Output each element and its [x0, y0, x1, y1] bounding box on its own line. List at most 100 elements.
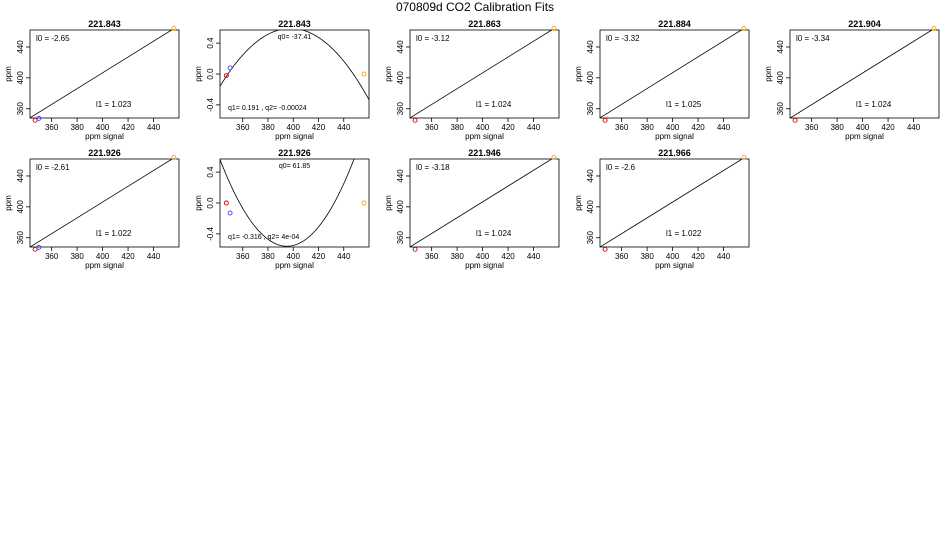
plot-frame [599, 29, 750, 119]
panel-title: 221.926 [88, 148, 121, 158]
plot-area [410, 159, 553, 247]
x-tick-label: 400 [96, 252, 110, 261]
x-tick-label: 360 [615, 252, 629, 261]
x-tick-label: 440 [717, 252, 731, 261]
data-point [741, 155, 747, 160]
y-axis-label: ppm [384, 195, 393, 211]
y-axis-label: ppm [764, 66, 773, 82]
y-tick-label: 400 [586, 200, 595, 214]
data-point [223, 73, 229, 78]
x-tick-label: 380 [70, 252, 84, 261]
x-tick-label: 440 [147, 123, 161, 132]
x-tick-label: 360 [236, 252, 250, 261]
plot-area [30, 159, 173, 247]
y-axis-label: ppm [194, 66, 203, 82]
data-point [223, 200, 229, 206]
x-tick-label: 420 [501, 252, 515, 261]
panel-title: 221.926 [278, 148, 311, 158]
y-tick-label: 0.4 [206, 37, 215, 49]
x-tick-label: 400 [287, 123, 301, 132]
fit-line [30, 159, 173, 247]
x-tick-label: 420 [312, 123, 326, 132]
y-tick-label: 360 [16, 102, 25, 116]
y-axis-label: ppm [4, 66, 13, 82]
x-tick-label: 420 [691, 123, 705, 132]
x-tick-label: 380 [261, 252, 275, 261]
fit-line [790, 30, 933, 118]
fit-annotation: q1= 0.191 , q2= -0.00024 [228, 105, 307, 112]
x-tick-label: 440 [527, 252, 541, 261]
panel-title: 221.884 [658, 19, 691, 29]
fit-line [600, 30, 743, 118]
panel-title: 221.966 [658, 148, 691, 158]
fit-line [30, 30, 173, 118]
data-point [361, 71, 367, 77]
plot-area [600, 30, 743, 118]
panel-title: 221.843 [88, 19, 121, 29]
y-tick-label: 400 [586, 71, 595, 85]
chart-panel-1: 221.843 360 380 400 420 440 ppm signal 360 400 44… [4, 19, 180, 141]
y-axis-label: ppm [194, 195, 203, 211]
data-point [36, 244, 42, 250]
fit-annotation: l0 = -2.65 [36, 34, 70, 43]
panel-title: 221.946 [468, 148, 501, 158]
data-point [227, 210, 233, 216]
data-point [32, 117, 38, 123]
data-point [361, 200, 367, 206]
x-tick-label: 440 [527, 123, 541, 132]
x-tick-label: 420 [312, 252, 326, 261]
x-tick-label: 380 [640, 123, 654, 132]
x-tick-label: 360 [45, 252, 59, 261]
data-point [36, 115, 42, 121]
x-axis-label: ppm signal [85, 132, 124, 141]
data-point [551, 26, 557, 31]
chart-panel-8: 221.946 360 380 400 420 440 ppm signal 360 400 44… [384, 148, 560, 270]
x-tick-label: 360 [805, 123, 819, 132]
data-point [171, 26, 177, 31]
y-tick-label: 400 [16, 200, 25, 214]
fit-line [410, 159, 553, 247]
fit-annotation: q1= -0.316 , q2= 4e-04 [228, 234, 299, 241]
fit-annotation: l0 = -3.32 [606, 34, 640, 43]
plot-frame [29, 158, 180, 248]
y-tick-label: 440 [396, 40, 405, 54]
x-tick-label: 360 [45, 123, 59, 132]
chart-panel-2: 221.843 360 380 400 420 440 ppm signal -0.4 0.0 0… [194, 19, 370, 141]
chart-panel-7: 221.926 360 380 400 420 440 ppm signal -0.4 0.0 0… [194, 148, 370, 270]
y-tick-label: 400 [16, 71, 25, 85]
x-axis-label: ppm signal [85, 261, 124, 270]
y-tick-label: -0.4 [206, 226, 215, 240]
data-point [412, 246, 418, 252]
y-tick-label: 440 [776, 40, 785, 54]
x-tick-label: 400 [96, 123, 110, 132]
y-tick-label: 440 [16, 40, 25, 54]
fit-annotation: l1 = 1.024 [856, 100, 892, 109]
x-axis-label: ppm signal [465, 261, 504, 270]
plot-area [220, 159, 355, 247]
plot-frame [409, 158, 560, 248]
fit-annotation: l1 = 1.022 [666, 229, 702, 238]
x-tick-label: 400 [856, 123, 870, 132]
x-tick-label: 360 [425, 123, 439, 132]
chart-panel-6: 221.926 360 380 400 420 440 ppm signal 360 400 44… [4, 148, 180, 270]
x-axis-label: ppm signal [655, 261, 694, 270]
x-tick-label: 440 [717, 123, 731, 132]
x-tick-label: 360 [615, 123, 629, 132]
plot-area [30, 30, 173, 118]
x-tick-label: 380 [70, 123, 84, 132]
fit-curve [220, 159, 355, 247]
panel-title: 221.904 [848, 19, 881, 29]
x-tick-label: 380 [830, 123, 844, 132]
x-tick-label: 420 [121, 123, 135, 132]
plot-frame [599, 158, 750, 248]
data-point [171, 155, 177, 160]
fit-curve [220, 30, 369, 100]
data-point [602, 246, 608, 252]
y-tick-label: 0.0 [206, 68, 215, 80]
y-tick-label: 440 [586, 169, 595, 183]
x-tick-label: 420 [121, 252, 135, 261]
chart-panel-5: 221.904 360 380 400 420 440 ppm signal 360 400 44… [764, 19, 940, 141]
x-tick-label: 420 [881, 123, 895, 132]
plot-frame [29, 29, 180, 119]
